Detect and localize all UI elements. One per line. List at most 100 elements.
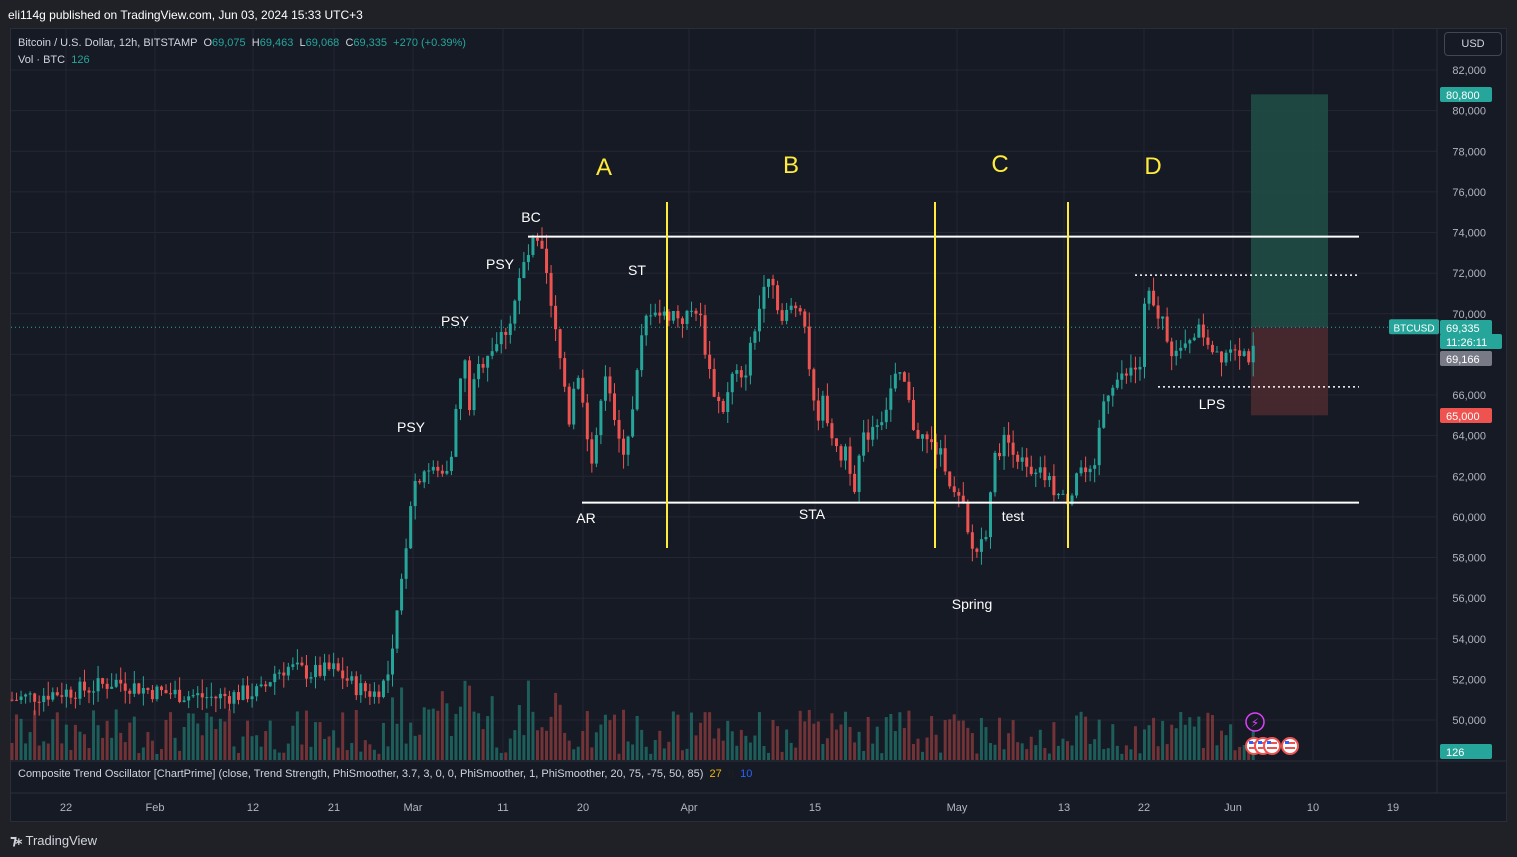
volume-bar (535, 730, 539, 760)
volume-bar (141, 747, 145, 760)
candle-body (884, 409, 888, 423)
candle-body (1124, 373, 1128, 376)
volume-bar (726, 720, 730, 760)
volume-bar (794, 747, 798, 760)
volume-bar (907, 710, 911, 760)
candle-body (463, 360, 467, 379)
volume-bar (323, 738, 327, 760)
volume-bar (984, 727, 988, 760)
time-tick-label: Apr (680, 802, 697, 814)
volume-bar (594, 732, 598, 760)
wyckoff-label: test (1002, 508, 1025, 524)
volume-bar (277, 752, 281, 760)
candle-body (418, 480, 422, 483)
volume-bar (649, 753, 653, 760)
chart-grid (11, 29, 1506, 794)
candle-body (196, 693, 200, 696)
volume-bar (1147, 725, 1151, 760)
candle-body (717, 396, 721, 402)
us-flag-stripe-icon (1249, 747, 1259, 749)
candle-body (101, 678, 105, 684)
volume-bar (164, 719, 168, 760)
candle-body (680, 318, 684, 324)
candle-body (857, 455, 861, 492)
position-zones (11, 94, 1437, 416)
candle-body (735, 370, 739, 374)
candle-body (1215, 351, 1219, 353)
volume-bar (834, 729, 838, 760)
volume-bar (73, 724, 77, 760)
volume-bar (653, 740, 657, 760)
candle-body (1229, 349, 1233, 353)
volume-bar (961, 720, 965, 760)
volume-bar (169, 712, 173, 760)
volume-bar (608, 720, 612, 760)
symbol-description[interactable]: Bitcoin / U.S. Dollar, 12h, BITSTAMP (18, 37, 198, 49)
currency-button[interactable]: USD (1444, 32, 1502, 56)
candle-body (440, 470, 444, 474)
volume-bar (400, 687, 404, 760)
indicator-legend[interactable]: Composite Trend Oscillator [ChartPrime] … (18, 768, 752, 780)
price-axis: 50,000 52,000 54,000 56,000 58,000 60,000 62,0… (1452, 65, 1486, 727)
volume-bar (1038, 729, 1042, 760)
volume-bar (1111, 724, 1115, 760)
lightning-glyph-icon: ⚡ (1251, 716, 1259, 730)
volume-bar (635, 715, 639, 760)
candle-body (780, 310, 784, 321)
price-badge-label: 65,000 (1446, 411, 1480, 423)
candle-body (667, 311, 671, 321)
price-badge-label: 69,335 (1446, 323, 1480, 335)
volume-bar (880, 753, 884, 760)
low-label: L (299, 37, 306, 49)
volume-bar (377, 753, 381, 760)
volume-bar (522, 735, 526, 760)
volume-bar (37, 745, 41, 760)
volume-bar (372, 749, 376, 760)
volume-bar (413, 735, 417, 760)
indicator-label[interactable]: Composite Trend Oscillator [ChartPrime] … (18, 768, 704, 780)
volume-bar (227, 709, 231, 760)
volume-bar (15, 714, 19, 760)
us-flag-stripe-icon (1267, 747, 1277, 749)
volume-bar (78, 731, 82, 760)
volume-bar (110, 737, 114, 760)
candle-body (694, 310, 698, 314)
us-flag-stripe-icon (1267, 742, 1277, 744)
volume-bar (255, 735, 259, 760)
volume-bar (359, 751, 363, 760)
candle-body (282, 672, 286, 676)
candle-body (558, 329, 562, 359)
candle-body (1102, 401, 1106, 428)
volume-bar (24, 743, 28, 760)
volume-bar (259, 746, 263, 760)
volume-bar (875, 726, 879, 760)
volume-label[interactable]: Vol · BTC (18, 54, 66, 66)
volume-bar (123, 742, 127, 760)
candle-body (155, 686, 159, 700)
time-tick-label: 21 (328, 802, 340, 814)
volume-bar (64, 724, 68, 760)
phase-label-c: C (991, 151, 1008, 178)
candle-body (1025, 457, 1029, 467)
volume-bar (626, 741, 630, 760)
price-tick-label: 72,000 (1452, 268, 1486, 280)
candle-body (984, 537, 988, 540)
volume-bar (934, 734, 938, 760)
candle-body (1020, 457, 1024, 462)
brand[interactable]: ⁊⁎ TradingView (10, 832, 97, 849)
candle-body (576, 377, 580, 389)
volume-bar (730, 731, 734, 760)
volume-bar (1025, 749, 1029, 760)
volume-bar (268, 720, 272, 760)
volume-bars (10, 680, 1255, 760)
volume-bar (137, 753, 141, 760)
volume-bar (1079, 711, 1083, 760)
tradingview-logo-icon: ⁊⁎ (10, 832, 22, 848)
candle-body (400, 578, 404, 611)
volume-bar (744, 735, 748, 760)
wyckoff-label: AR (576, 510, 595, 526)
price-tick-label: 50,000 (1452, 715, 1486, 727)
candle-body (1129, 367, 1133, 376)
candle-body (649, 315, 653, 317)
